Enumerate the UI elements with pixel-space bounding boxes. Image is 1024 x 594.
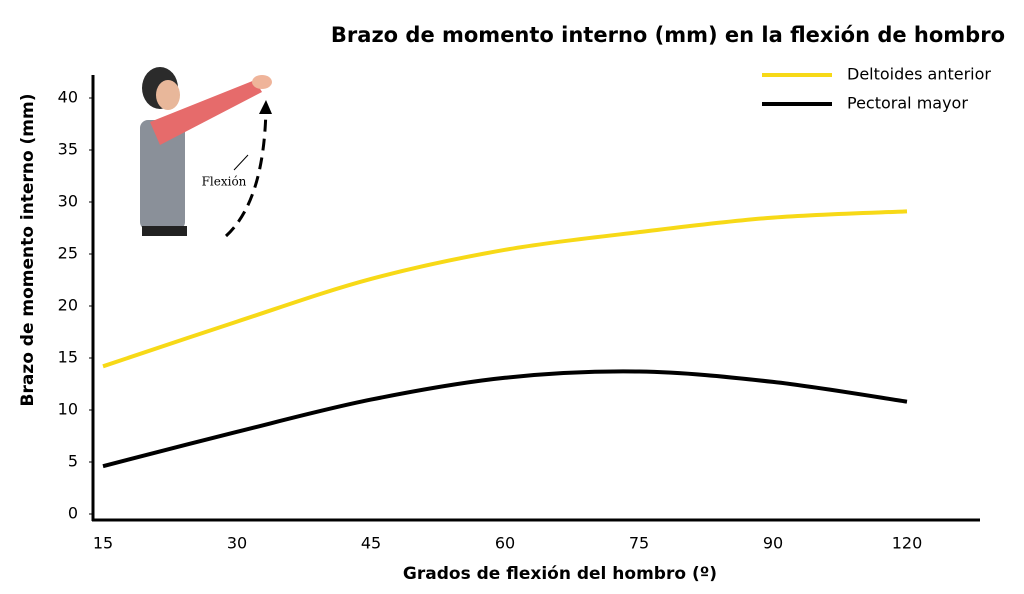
illustration: Flexión: [140, 67, 272, 238]
hand: [252, 75, 272, 89]
x-tick-label: 75: [629, 534, 649, 553]
y-tick-label: 5: [68, 452, 78, 471]
y-tick-label: 0: [68, 504, 78, 523]
y-tick-label: 10: [58, 400, 78, 419]
x-tick-label: 15: [93, 534, 113, 553]
y-tick-label: 30: [58, 192, 78, 211]
x-tick-label: 120: [892, 534, 923, 553]
arm: [150, 80, 262, 145]
legend-label: Pectoral mayor: [847, 94, 968, 113]
face: [156, 80, 180, 110]
torso: [140, 120, 185, 230]
y-tick-label: 15: [58, 348, 78, 367]
series-line: [102, 369, 908, 469]
y-tick-label: 35: [58, 140, 78, 159]
belt: [142, 226, 187, 236]
chart-title: Brazo de momento interno (mm) en la flex…: [331, 23, 1005, 47]
series-line: [102, 209, 908, 369]
x-tick-label: 45: [361, 534, 381, 553]
arrow-head: [259, 100, 272, 114]
x-tick-label: 90: [763, 534, 783, 553]
x-axis-label: Grados de flexión del hombro (º): [403, 564, 717, 584]
annotation: Flexión: [202, 175, 247, 189]
y-tick-label: 25: [58, 244, 78, 263]
x-tick-label: 30: [227, 534, 247, 553]
y-axis-label: Brazo de momento interno (mm): [18, 93, 38, 406]
arrow: [224, 104, 268, 238]
y-tick-label: 40: [58, 88, 78, 107]
legend-label: Deltoides anterior: [847, 65, 991, 84]
x-tick-label: 60: [495, 534, 515, 553]
y-tick-label: 20: [58, 296, 78, 315]
pointer: [233, 154, 249, 171]
